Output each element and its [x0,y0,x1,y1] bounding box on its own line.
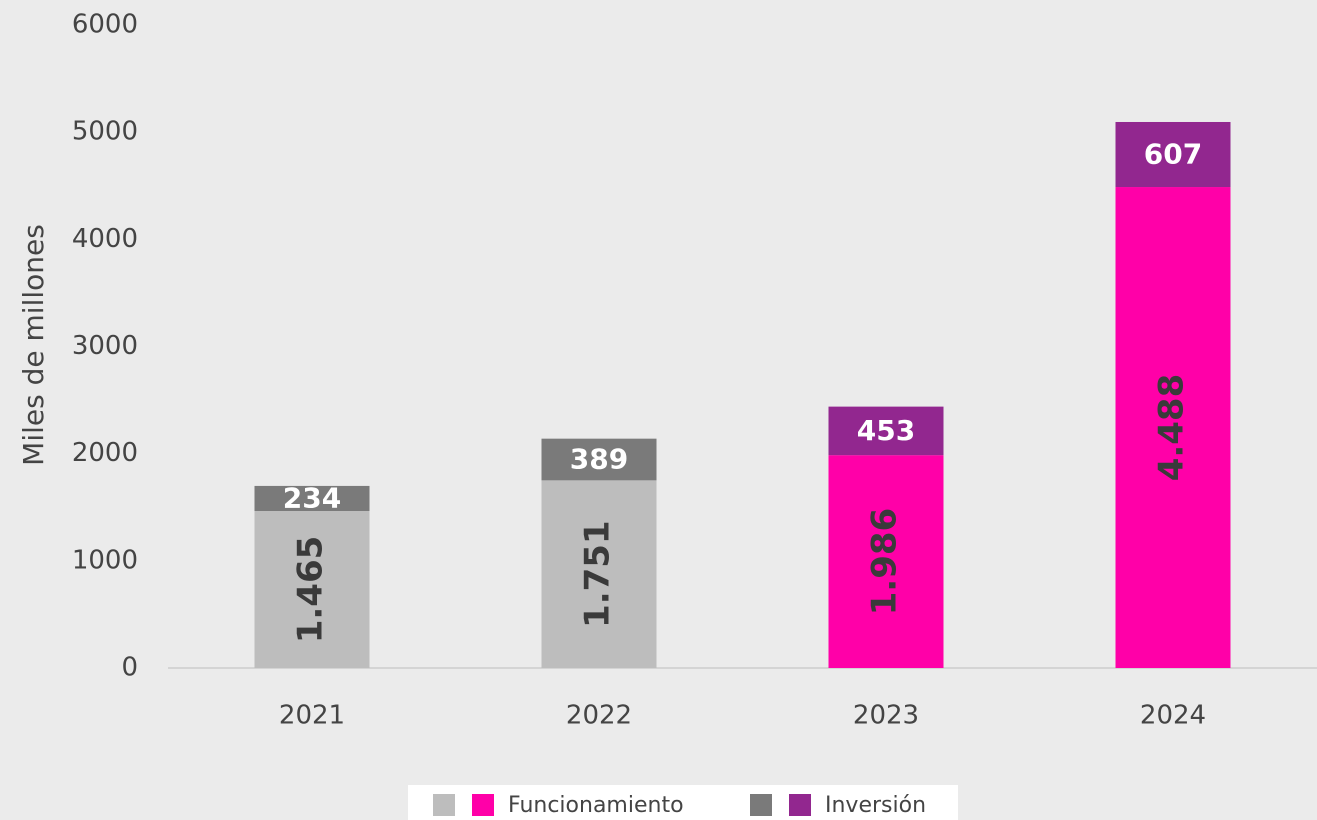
legend-label: Inversión [825,793,926,818]
legend-label: Funcionamiento [508,793,684,818]
bar-segment [828,406,944,456]
bar-segment [254,485,370,512]
legend-swatch [750,794,772,816]
data-label: 389 [570,443,628,476]
y-tick-label: 0 [121,653,138,683]
data-label: 453 [857,414,915,447]
data-label: 1.986 [865,508,905,616]
legend-box [408,785,958,820]
y-tick-label: 2000 [72,438,138,468]
bar-segment [541,438,657,481]
x-tick-label: 2022 [566,701,632,731]
x-tick-label: 2021 [279,701,345,731]
y-tick-label: 6000 [72,10,138,40]
bar-segment [254,511,370,668]
x-tick-label: 2023 [853,701,919,731]
data-label: 234 [283,481,341,514]
y-tick-label: 5000 [72,117,138,147]
y-axis-label: Miles de millones [17,224,50,466]
bar-segment [1115,121,1231,188]
legend-swatch [472,794,494,816]
legend-swatch [789,794,811,816]
y-tick-label: 4000 [72,224,138,254]
bar-segment [1115,187,1231,668]
x-tick-label: 2024 [1140,701,1206,731]
bar-segment [541,480,657,668]
data-label: 607 [1144,138,1202,171]
data-label: 1.465 [291,536,331,644]
y-tick-label: 1000 [72,545,138,575]
data-label: 4.488 [1152,374,1192,482]
legend-swatch [433,794,455,816]
data-label: 1.751 [578,520,618,628]
y-tick-label: 3000 [72,331,138,361]
bar-segment [828,455,944,668]
